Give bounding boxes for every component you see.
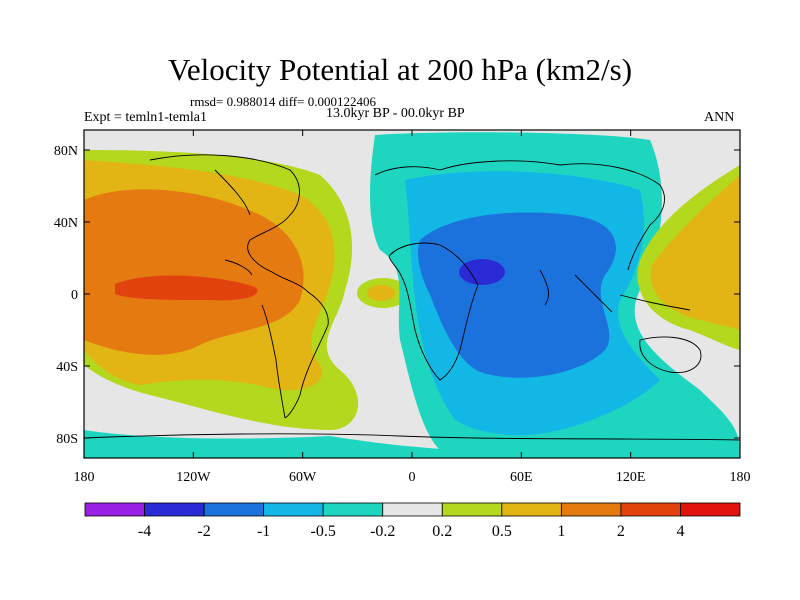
colorbar-label: -4 <box>138 523 151 540</box>
coastlines <box>84 154 740 441</box>
lat-tick-label: 40N <box>54 216 78 231</box>
colorbar-label: -2 <box>197 523 210 540</box>
lon-tick-label: 0 <box>409 470 416 485</box>
contour-west-pacific-medium <box>650 175 740 330</box>
lat-tick-label: 80S <box>56 432 78 447</box>
lon-tick-label: 60E <box>510 470 533 485</box>
lon-tick-label: 120W <box>176 470 211 485</box>
colorbar-swatch <box>144 502 205 517</box>
colorbar-swatch <box>441 502 503 517</box>
contour-negative-max <box>459 259 505 285</box>
map-field <box>84 130 740 458</box>
colorbar-label: 4 <box>676 523 684 540</box>
colorbar-swatch <box>560 502 622 517</box>
colorbar-swatch <box>620 502 681 517</box>
season-label: ANN <box>704 110 735 125</box>
colorbar-label: -1 <box>257 523 270 540</box>
lon-tick-label: 180 <box>74 470 95 485</box>
colorbar-label: 0.5 <box>492 523 512 540</box>
lon-tick-label: 120E <box>616 470 646 485</box>
contour-positive-max <box>115 275 258 301</box>
lat-tick-label: 40S <box>56 360 78 375</box>
lat-tick-label: 0 <box>71 288 78 303</box>
lat-tick-label: 80N <box>54 144 78 159</box>
colorbar-label: 1 <box>557 523 565 540</box>
colorbar-label: -0.2 <box>370 523 395 540</box>
colorbar-swatch <box>84 502 145 517</box>
colorbar-swatch <box>203 502 265 517</box>
colorbar-label: 0.2 <box>432 523 452 540</box>
lon-axis: 180 120W 60W 0 60E 120E 180 <box>74 130 751 485</box>
map-title: Velocity Potential at 200 hPa (km2/s) <box>167 52 633 87</box>
stats-line: rmsd= 0.988014 diff= 0.000122406 <box>190 94 376 109</box>
colorbar-swatch <box>680 502 741 517</box>
contour-positive-large <box>84 189 304 355</box>
colorbar-swatch <box>501 502 562 517</box>
colorbar-label: 2 <box>617 523 625 540</box>
colorbar-swatch <box>263 502 324 517</box>
contour-atlantic-medium <box>367 285 395 301</box>
contour-negative-large <box>418 212 616 378</box>
contour-southern-band <box>84 430 740 458</box>
lat-axis: 80N 40N 0 40S 80S <box>54 144 740 447</box>
colorbar-swatch <box>322 502 384 517</box>
period-line: 13.0kyr BP - 00.0kyr BP <box>326 106 465 121</box>
colorbar-swatch <box>382 502 443 517</box>
lon-tick-label: 60W <box>289 470 317 485</box>
colorbar-label: -0.5 <box>311 523 336 540</box>
experiment-label: Expt = temln1-temla1 <box>84 110 207 125</box>
colorbar: -4 -2 -1 -0.5 -0.2 0.2 0.5 1 2 4 <box>84 502 741 540</box>
lon-tick-label: 180 <box>730 470 751 485</box>
